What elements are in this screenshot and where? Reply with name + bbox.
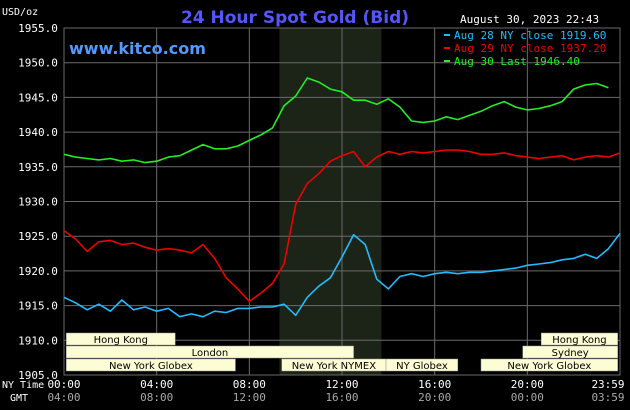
x-tick-label-gmt: 16:00: [325, 391, 358, 404]
y-tick-label: 1935.0: [18, 161, 58, 174]
x-tick-label-ny: 00:00: [47, 378, 80, 391]
legend-entry: Aug 30 Last 1946.40: [454, 55, 580, 68]
y-tick-label: 1945.0: [18, 91, 58, 104]
x-tick-label-ny: 08:00: [233, 378, 266, 391]
series-line-3: [63, 77, 609, 164]
session-bar: [480, 358, 618, 372]
session-label: Hong Kong: [552, 335, 606, 346]
x-tick-label-gmt: 00:00: [511, 391, 544, 404]
legend-entry: Aug 29 NY close 1937.20: [454, 42, 606, 55]
grid: [63, 27, 621, 376]
x-tick-labels: 00:0004:0004:0008:0008:0012:0012:0016:00…: [47, 378, 624, 404]
legend-entry: Aug 28 NY close 1919.60: [454, 29, 606, 42]
y-tick-label: 1920.0: [18, 265, 58, 278]
y-tick-labels: 1955.0 1950.0 1945.0 1940.0 1935.0 1930.0 1925…: [18, 22, 58, 382]
y-tick-label: 1905.0: [18, 369, 58, 382]
series-lines: [63, 77, 621, 318]
x-tick-label-gmt: 03:59: [591, 391, 624, 404]
plot-frame: [63, 27, 621, 376]
x-tick-label-ny: 20:00: [511, 378, 544, 391]
website-label: www.kitco.com: [69, 39, 206, 58]
y-tick-label: 1940.0: [18, 126, 58, 139]
session-bar: [66, 345, 354, 359]
y-axis-unit-label: USD/oz: [2, 7, 38, 18]
session-label: New York NYMEX: [292, 361, 377, 372]
session-bar: [66, 358, 236, 372]
x-axis-label-gmt: GMT: [10, 393, 28, 404]
session-label: NY Globex: [396, 361, 448, 372]
y-tick-label: 1915.0: [18, 300, 58, 313]
y-tick-label: 1910.0: [18, 334, 58, 347]
x-tick-label-ny: 16:00: [418, 378, 451, 391]
y-tick-label: 1950.0: [18, 57, 58, 70]
x-tick-label-gmt: 04:00: [47, 391, 80, 404]
market-session-bars: Hong Kong London New York Globex New York N…: [66, 332, 618, 372]
session-label: New York Globex: [507, 361, 591, 372]
session-label: Sydney: [552, 348, 589, 359]
session-bar: [522, 345, 618, 359]
series-line-2: [63, 149, 621, 303]
x-tick-label-ny: 04:00: [140, 378, 173, 391]
x-tick-label-ny: 23:59: [591, 378, 624, 391]
session-label: New York Globex: [109, 361, 193, 372]
session-bar: [385, 358, 459, 372]
chart-title: 24 Hour Spot Gold (Bid): [181, 8, 409, 28]
session-label: London: [192, 348, 229, 359]
x-tick-label-gmt: 12:00: [233, 391, 266, 404]
session-bar: [66, 332, 176, 346]
session-label: Hong Kong: [94, 335, 148, 346]
y-tick-label: 1930.0: [18, 196, 58, 209]
x-axis-label-ny: NY Time: [2, 380, 44, 391]
y-tick-label: 1955.0: [18, 22, 58, 35]
timestamp: August 30, 2023 22:43: [460, 13, 599, 26]
x-tick-label-gmt: 20:00: [418, 391, 451, 404]
x-tick-label-gmt: 08:00: [140, 391, 173, 404]
session-bar: [540, 332, 618, 346]
series-line-1: [63, 232, 621, 318]
y-tick-label: 1925.0: [18, 230, 58, 243]
x-tick-label-ny: 12:00: [325, 378, 358, 391]
